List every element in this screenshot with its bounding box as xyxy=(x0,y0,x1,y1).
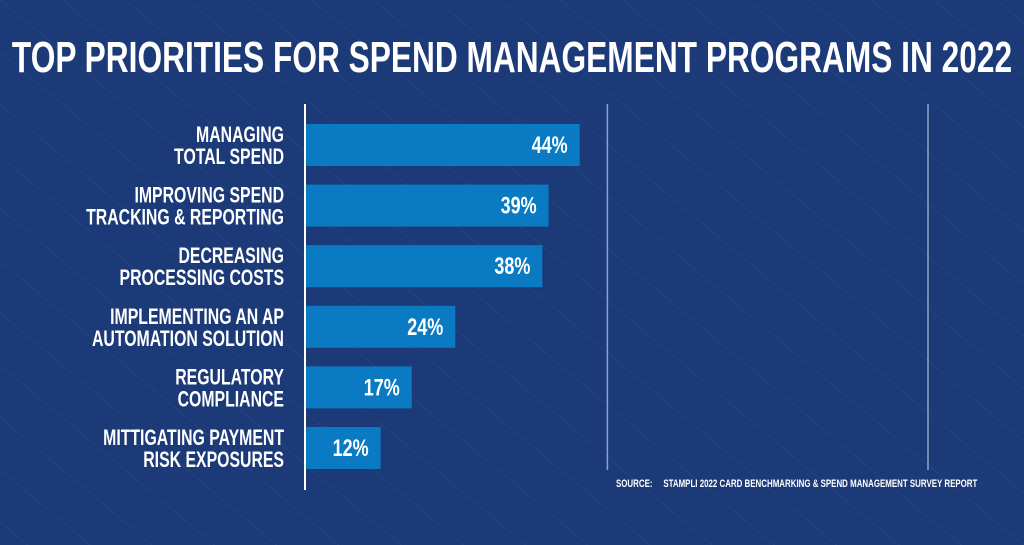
category-label-1: IMPROVING SPEND TRACKING & REPORTING xyxy=(86,184,284,230)
chart-title: TOP PRIORITIES FOR SPEND MANAGEMENT PROG… xyxy=(12,33,1012,82)
category-label-4: REGULATORY COMPLIANCE xyxy=(175,366,284,412)
category-label-2: DECREASING PROCESSING COSTS xyxy=(120,245,285,291)
category-label-5: MITTIGATING PAYMENT RISK EXPOSURES xyxy=(103,427,284,473)
data-label-3: 24% xyxy=(407,314,443,340)
bar-4 xyxy=(306,366,412,409)
source-label: SOURCE: xyxy=(616,478,653,491)
source-text: STAMPLI 2022 CARD BENCHMARKING & SPEND M… xyxy=(663,478,977,491)
data-label-5: 12% xyxy=(333,436,369,462)
bar-3 xyxy=(306,305,456,348)
bar-5 xyxy=(306,427,381,469)
data-label-0: 44% xyxy=(532,133,568,159)
data-label-2: 38% xyxy=(494,254,530,280)
data-label-1: 39% xyxy=(501,193,537,219)
category-label-0: MANAGING TOTAL SPEND xyxy=(174,124,284,170)
bar-1 xyxy=(306,184,549,227)
source-note: SOURCE: STAMPLI 2022 CARD BENCHMARKING &… xyxy=(616,478,977,491)
bar-0 xyxy=(306,124,580,166)
bar-2 xyxy=(306,245,543,288)
category-label-3: IMPLEMENTING AN AP AUTOMATION SOLUTION xyxy=(92,305,284,351)
data-label-4: 17% xyxy=(364,375,400,401)
